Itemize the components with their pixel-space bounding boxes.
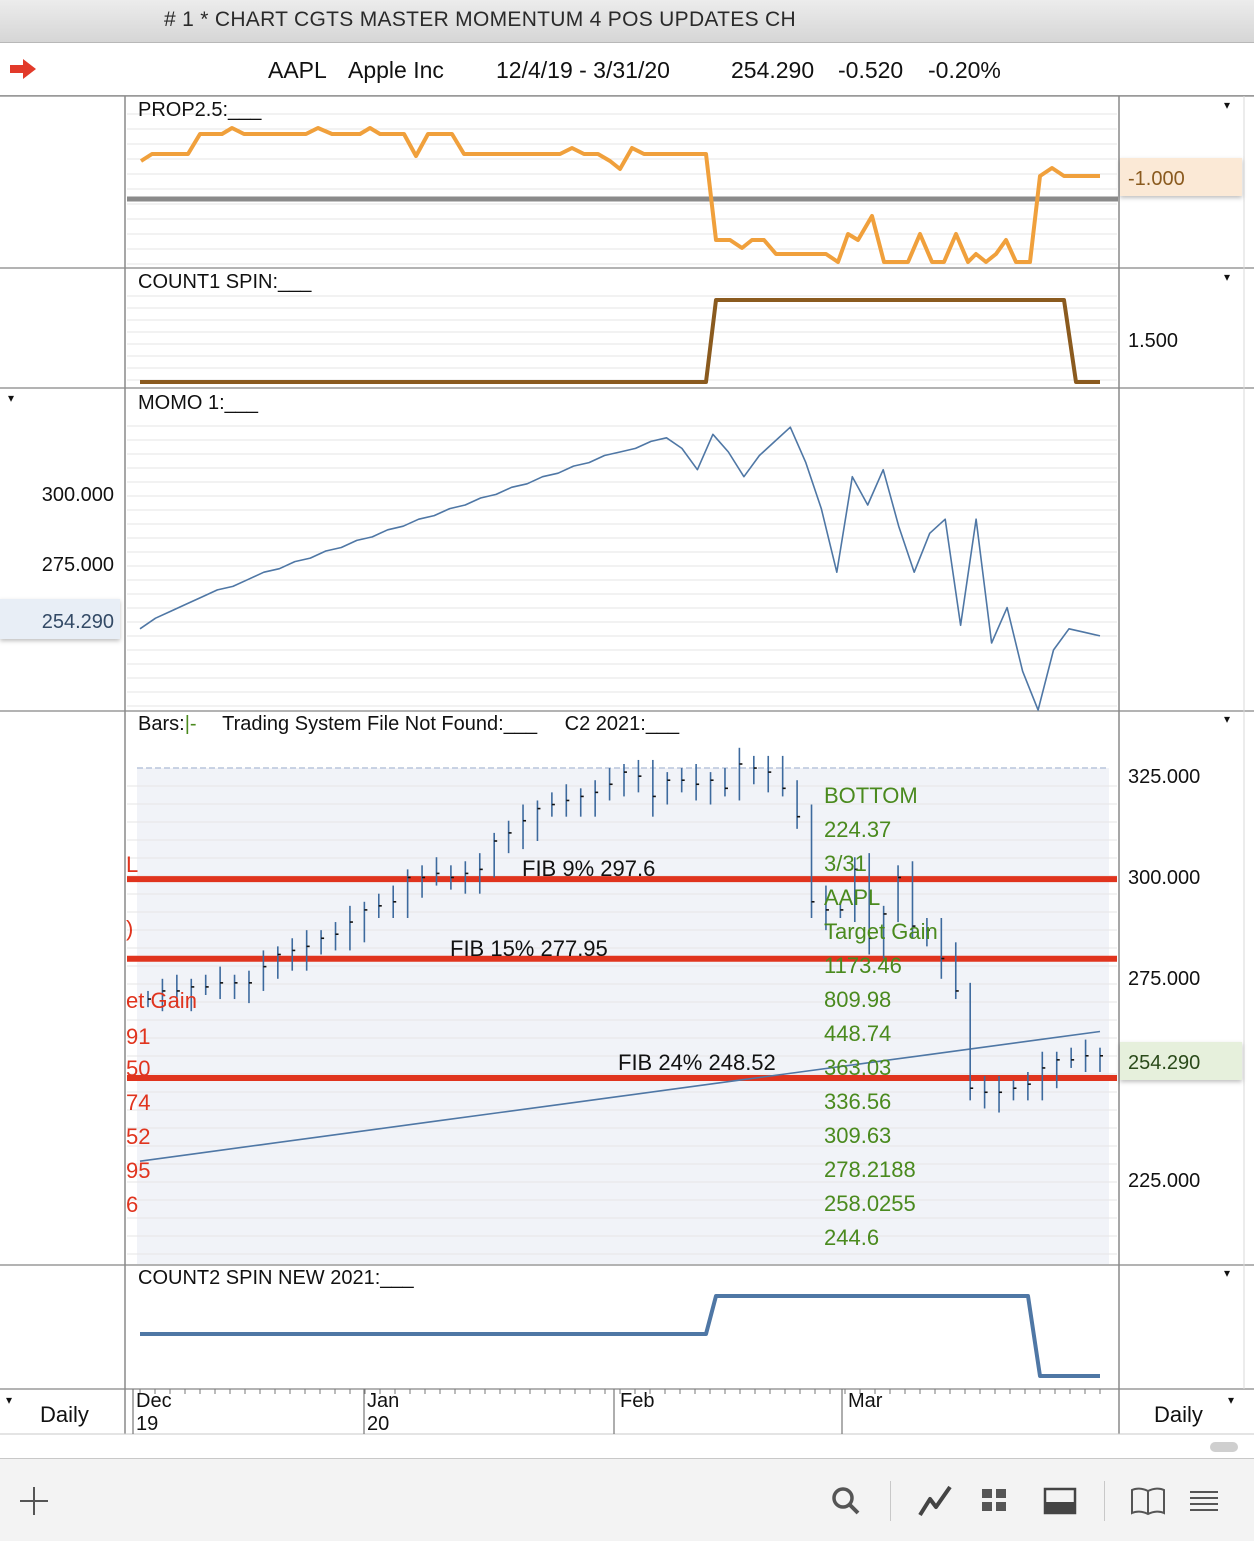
symbol-info-bar: AAPL Apple Inc 12/4/19 - 3/31/20 254.290… (0, 43, 1254, 96)
month-jan: Jan 20 (367, 1390, 400, 1435)
count2-panel-menu-icon[interactable]: ▾ (1224, 1266, 1231, 1280)
bars-tick-225: 225.000 (1128, 1170, 1200, 1192)
red-annotation-line: 95 (126, 1158, 150, 1183)
symbol-ticker[interactable]: AAPL (268, 57, 327, 83)
moving-average-line (139, 1030, 1101, 1162)
fib-label-9: FIB 9% 297.6 (522, 856, 655, 881)
green-annotation-line: 1173.46 (824, 953, 902, 978)
green-annotation-line: 278.2188 (824, 1157, 916, 1182)
green-annotation-block: BOTTOM 224.37 3/31 AAPL Target Gain 1173.46 80… (824, 783, 938, 1250)
bars-panel-label: Bars:|- Trading System File Not Found:__… (138, 713, 679, 736)
green-annotation-line: 363.03 (824, 1055, 891, 1080)
green-annotation-line: 309.63 (824, 1123, 891, 1148)
count1-grid (127, 295, 1117, 381)
green-annotation-line: AAPL (824, 885, 880, 910)
price-change-percent: -0.20% (928, 57, 1001, 83)
panel-icon[interactable] (1040, 1481, 1080, 1521)
red-annotation-line: et Gain (126, 988, 197, 1013)
red-annotation-line: 50 (126, 1056, 150, 1081)
bottom-toolbar (0, 1458, 1254, 1541)
arrow-right-icon[interactable] (8, 57, 38, 81)
bars-label-symbol: |- (184, 713, 197, 735)
bars-plot-background (137, 768, 1109, 1264)
toolbar-divider (1104, 1481, 1105, 1521)
left-period-label[interactable]: Daily (40, 1402, 89, 1427)
count2-panel-label: COUNT2 SPIN NEW 2021:___ (138, 1267, 414, 1289)
toolbar-divider (890, 1481, 891, 1521)
bars-tick-300: 300.000 (1128, 867, 1200, 889)
bars-value-marker: 254.290 (1128, 1052, 1200, 1074)
right-period-menu-icon[interactable]: ▾ (1228, 1393, 1235, 1407)
c2-label: C2 2021:___ (564, 713, 680, 735)
book-icon[interactable] (1128, 1481, 1168, 1521)
red-annotation-line: ) (126, 916, 133, 941)
red-annotation-line: 6 (126, 1192, 138, 1217)
green-annotation-line: 258.0255 (824, 1191, 916, 1216)
fib-label-15: FIB 15% 277.95 (450, 936, 608, 961)
red-annotation-line: L (126, 852, 138, 877)
grid-icon[interactable] (974, 1481, 1014, 1521)
momo-panel-label: MOMO 1:___ (138, 392, 259, 414)
prop-panel-menu-icon[interactable]: ▾ (1224, 98, 1231, 112)
add-icon[interactable] (14, 1481, 54, 1521)
momo-value-marker-bg (0, 599, 120, 639)
time-axis (132, 1389, 1101, 1434)
trading-system-label: Trading System File Not Found:___ (222, 713, 538, 735)
count1-panel-label: COUNT1 SPIN:___ (138, 271, 312, 293)
right-period-label[interactable]: Daily (1154, 1402, 1203, 1427)
bars-tick-325: 325.000 (1128, 766, 1200, 788)
search-icon[interactable] (826, 1481, 866, 1521)
green-annotation-line: 244.6 (824, 1225, 879, 1250)
bars-panel-menu-icon[interactable]: ▾ (1224, 712, 1231, 726)
date-range: 12/4/19 - 3/31/20 (496, 57, 670, 83)
horizontal-scrollbar[interactable] (1210, 1442, 1238, 1452)
momo-panel-menu-icon[interactable]: ▾ (8, 391, 15, 405)
momo-value-marker: 254.290 (42, 611, 114, 633)
prop-value-marker: -1.000 (1128, 168, 1185, 190)
green-annotation-line: 336.56 (824, 1089, 891, 1114)
left-period-menu-icon[interactable]: ▾ (6, 1393, 13, 1407)
price-bars (147, 747, 1103, 1113)
momo-tick-275: 275.000 (42, 554, 114, 576)
green-annotation-line: 3/31 (824, 851, 867, 876)
prop-panel-label: PROP2.5:___ (138, 99, 262, 121)
count1-series-line (140, 298, 1100, 384)
bars-grid (127, 785, 1117, 1255)
red-annotation-line: 74 (126, 1090, 150, 1115)
green-annotation-line: 809.98 (824, 987, 891, 1012)
green-annotation-line: Target Gain (824, 919, 938, 944)
momo-series-line (139, 426, 1101, 711)
chart-line-icon[interactable] (916, 1481, 956, 1521)
chart-area[interactable]: -1.000 1.500 300.000 275.000 254.290 FIB… (0, 96, 1254, 1458)
price-change: -0.520 (838, 57, 904, 83)
red-annotation-line: 52 (126, 1124, 150, 1149)
window-title-bar: # 1 * CHART CGTS MASTER MOMENTUM 4 POS U… (0, 0, 1254, 43)
last-price: 254.290 (731, 57, 815, 83)
momo-tick-300: 300.000 (42, 484, 114, 506)
count1-panel-menu-icon[interactable]: ▾ (1224, 270, 1231, 284)
green-annotation-line: 224.37 (824, 817, 891, 842)
count2-series-line (140, 1294, 1100, 1378)
bars-tick-275: 275.000 (1128, 968, 1200, 990)
prop-grid (127, 113, 1117, 265)
month-feb: Feb (620, 1390, 655, 1412)
green-annotation-line: BOTTOM (824, 783, 918, 808)
bars-label-text: Bars: (138, 713, 185, 735)
momo-grid (127, 425, 1117, 707)
list-icon[interactable] (1184, 1481, 1224, 1521)
bars-value-marker-bg (1120, 1042, 1242, 1080)
prop-series-line (139, 126, 1100, 264)
green-annotation-line: 448.74 (824, 1021, 891, 1046)
fib-label-24: FIB 24% 248.52 (618, 1050, 776, 1075)
month-mar: Mar (848, 1390, 883, 1412)
red-annotation-block: L) et Gain 91 50 74 52 95 6 (126, 852, 197, 1217)
prop-value-marker-bg (1120, 158, 1242, 196)
count1-axis-label: 1.500 (1128, 330, 1178, 352)
company-name: Apple Inc (348, 57, 444, 83)
month-dec: Dec 19 (136, 1390, 172, 1435)
red-annotation-line: 91 (126, 1024, 150, 1049)
window-title: # 1 * CHART CGTS MASTER MOMENTUM 4 POS U… (164, 8, 796, 31)
panel-frames (0, 96, 1254, 1435)
